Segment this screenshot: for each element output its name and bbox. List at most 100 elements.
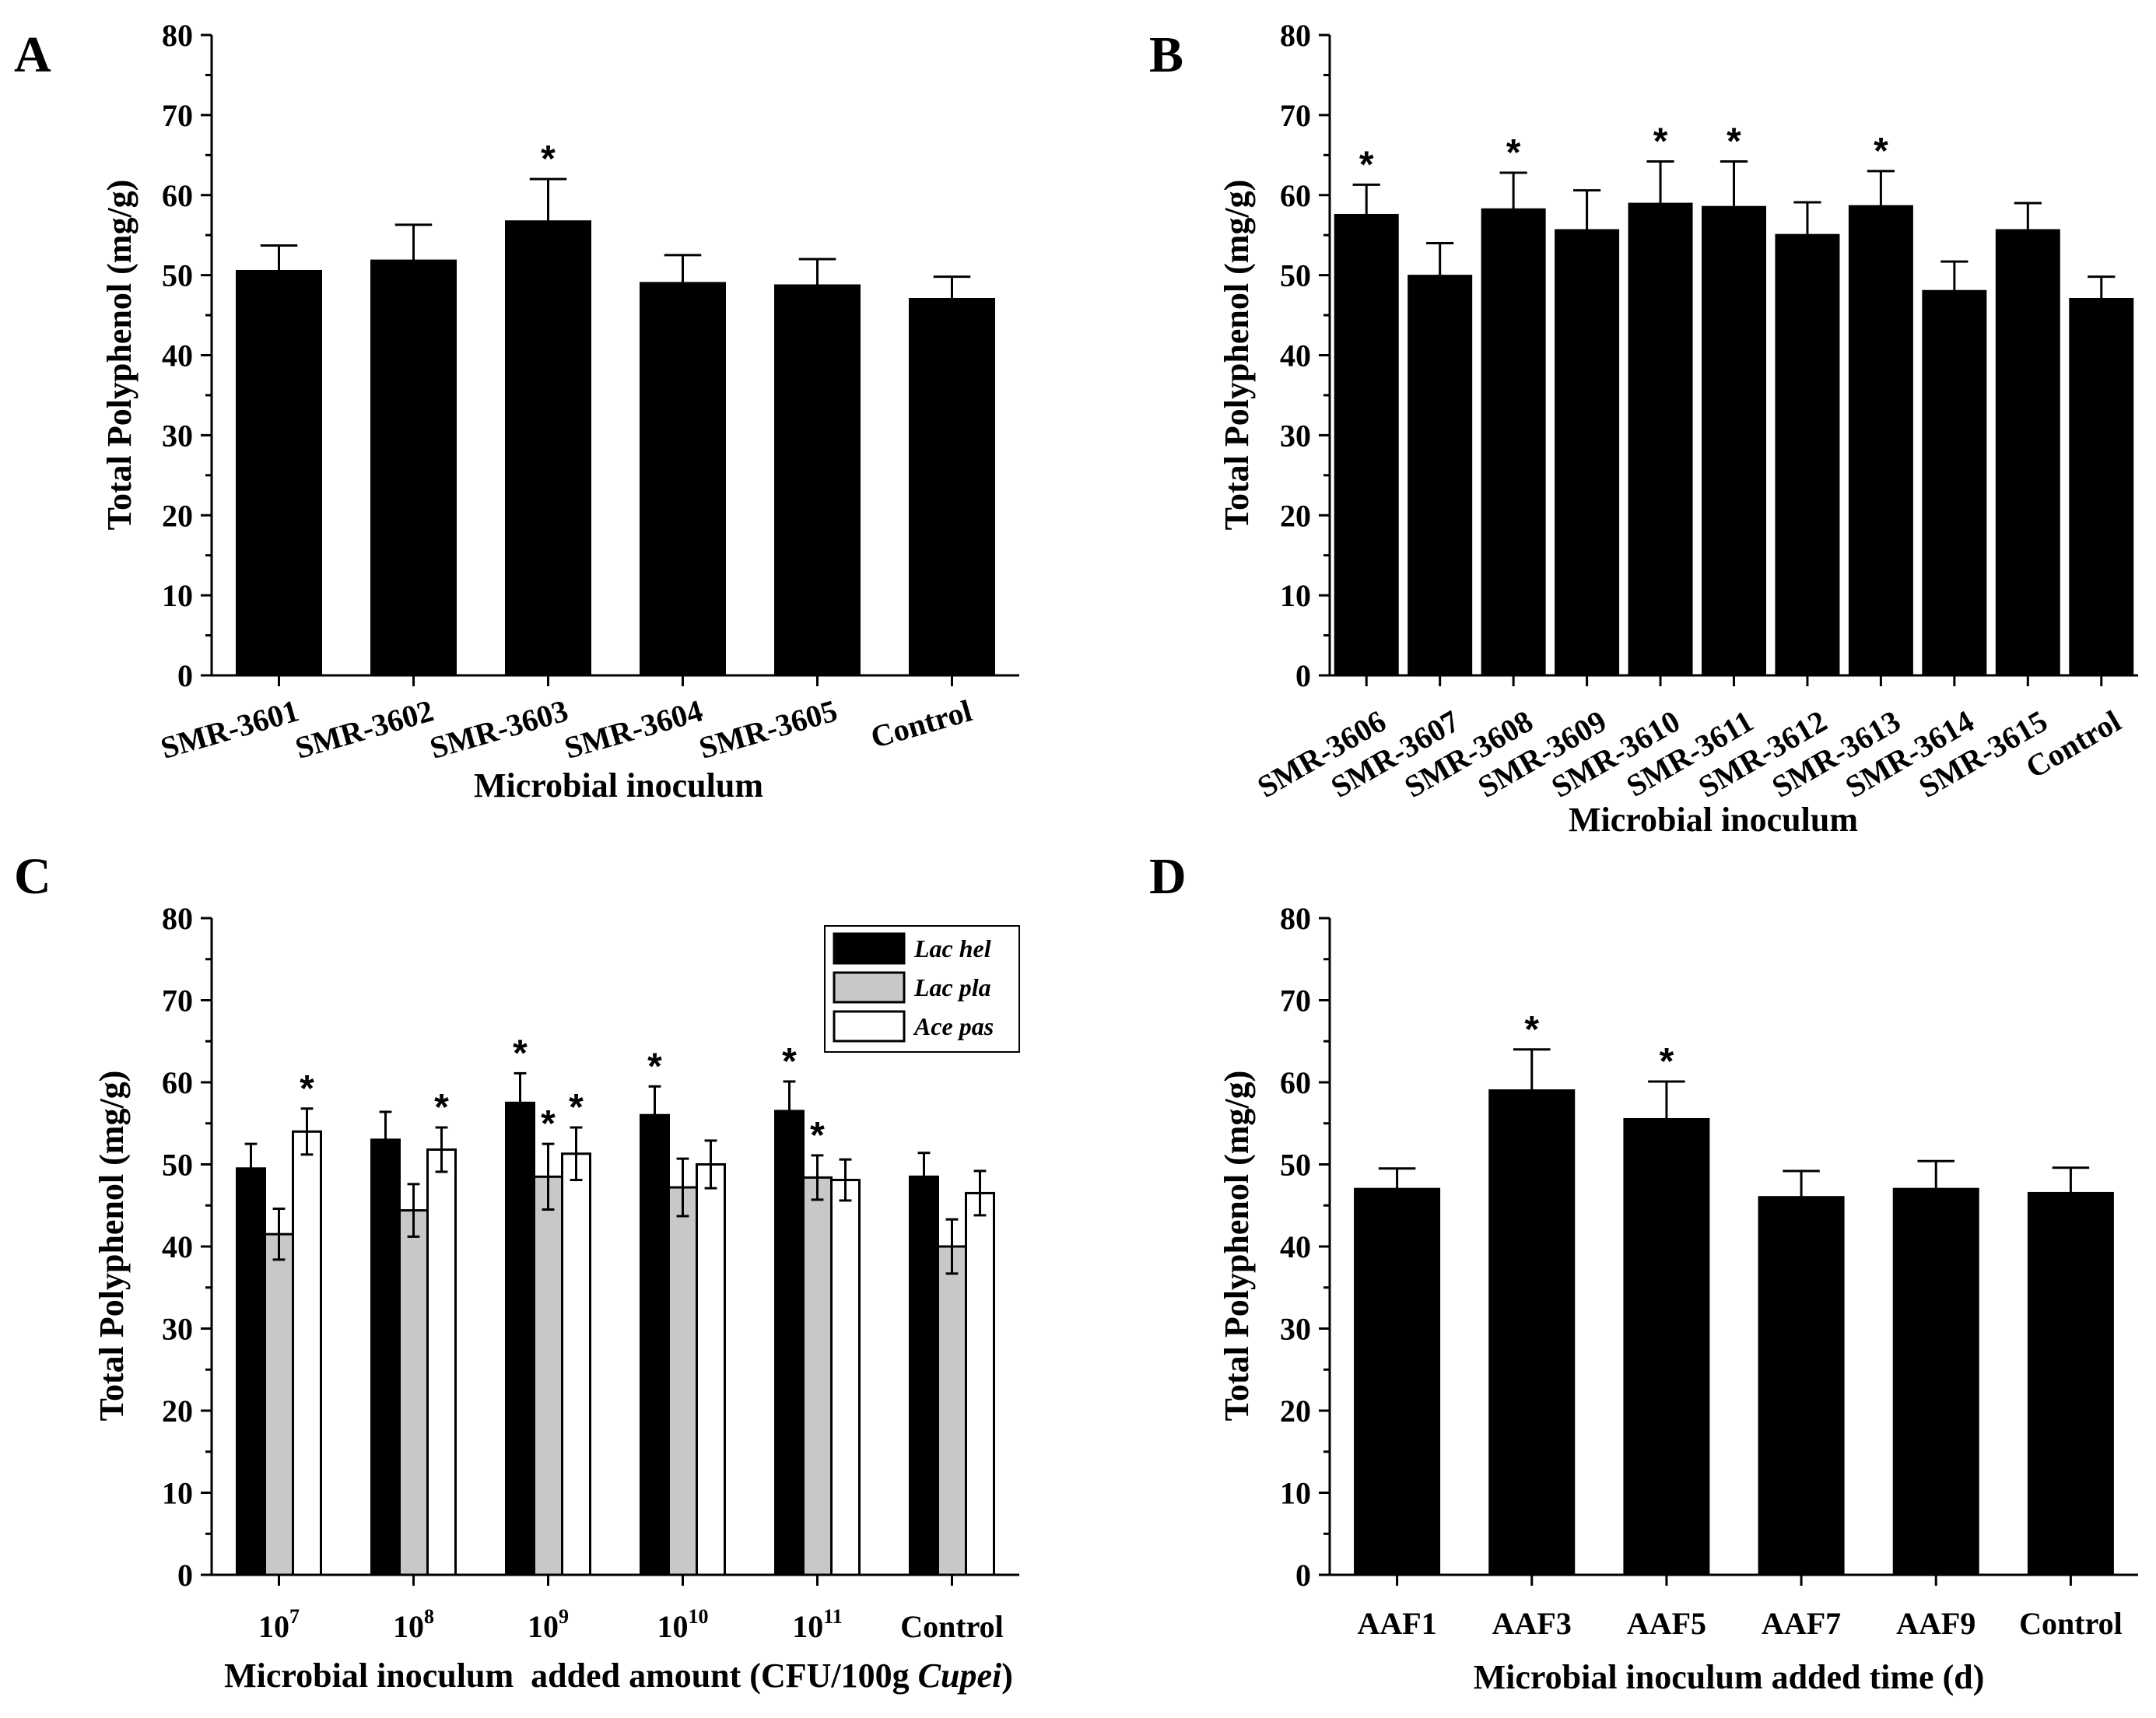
y-tick-label: 80 [1280, 901, 1311, 936]
y-tick-label: 70 [162, 98, 193, 133]
bar [236, 1167, 266, 1576]
y-tick-label: 40 [1280, 1229, 1311, 1264]
bar [264, 1232, 294, 1576]
bar [1758, 1196, 1845, 1576]
significance-mark: * [1524, 1009, 1539, 1050]
bar [909, 297, 995, 677]
y-tick-label: 70 [1280, 983, 1311, 1019]
x-tick-label: AAF3 [1492, 1606, 1572, 1641]
y-tick-label: 30 [1280, 418, 1311, 453]
legend-swatch [833, 1010, 906, 1043]
bar [1775, 233, 1840, 677]
bar [426, 1148, 457, 1576]
bar [1995, 229, 2060, 677]
bar [1892, 1187, 1979, 1576]
bar [909, 1175, 939, 1576]
y-tick-label: 60 [162, 1065, 193, 1100]
x-tick-exponent: 10 [689, 1605, 709, 1628]
panel-label: C [14, 848, 51, 905]
x-tick-label: Control [867, 692, 976, 755]
y-axis-title: Total Polyphenol (mg/g) [100, 180, 138, 531]
significance-mark: * [1653, 121, 1668, 163]
y-tick-label: 50 [1280, 258, 1311, 293]
x-tick-label: SMR-3603 [426, 692, 572, 765]
significance-mark: * [1874, 131, 1888, 172]
y-tick-label: 40 [162, 1229, 193, 1264]
y-tick-label: 40 [162, 338, 193, 373]
y-tick-label: 20 [162, 1394, 193, 1429]
significance-mark: * [1359, 144, 1374, 185]
y-tick-label: 60 [1280, 178, 1311, 213]
bar [1623, 1117, 1710, 1576]
x-axis-title-italic: Cupei [918, 1657, 1002, 1695]
x-tick-label: Control [900, 1609, 1004, 1644]
x-tick-exponent: 11 [823, 1605, 843, 1628]
bar [640, 1113, 670, 1576]
y-tick-label: 0 [177, 658, 193, 693]
x-tick-label: AAF1 [1357, 1606, 1436, 1641]
x-tick-base: 10 [657, 1609, 689, 1644]
bar [1354, 1187, 1441, 1576]
y-tick-label: 60 [1280, 1065, 1311, 1100]
x-tick-label: AAF7 [1762, 1606, 1841, 1641]
bar [1334, 213, 1399, 677]
bar [292, 1130, 322, 1576]
x-tick-label: SMR-3601 [156, 692, 303, 765]
y-tick-label: 50 [162, 258, 193, 293]
y-tick-label: 0 [177, 1558, 193, 1593]
panel-a: A01020304050607080*SMR-3601SMR-3602SMR-3… [14, 18, 1019, 805]
bar [774, 1110, 805, 1576]
bar [1488, 1089, 1576, 1576]
significance-mark: * [300, 1068, 314, 1110]
y-tick-label: 0 [1295, 1558, 1311, 1593]
y-tick-label: 30 [1280, 1312, 1311, 1347]
bar [370, 1138, 401, 1576]
y-tick-label: 60 [162, 178, 193, 213]
y-tick-label: 20 [162, 498, 193, 533]
y-tick-label: 50 [162, 1148, 193, 1183]
y-tick-label: 20 [1280, 498, 1311, 533]
x-axis-title: Microbial inoculum [1569, 801, 1858, 839]
bar [505, 1101, 535, 1576]
bar [696, 1163, 726, 1576]
x-tick-label: AAF5 [1627, 1606, 1706, 1641]
significance-mark: * [569, 1087, 584, 1128]
x-axis-title: Microbial inoculum added time (d) [1474, 1658, 1985, 1696]
bar [1628, 202, 1693, 677]
x-tick-base: 10 [792, 1609, 823, 1644]
x-tick-base: 10 [393, 1609, 424, 1644]
x-axis-title-text: Microbial inoculum added amount (CFU/100… [224, 1657, 917, 1695]
y-tick-label: 70 [162, 983, 193, 1019]
bar [1555, 229, 1620, 677]
bar [533, 1175, 563, 1576]
y-tick-label: 10 [162, 1476, 193, 1511]
bar [2069, 297, 2134, 677]
bar [1481, 208, 1546, 677]
bar [965, 1191, 995, 1576]
significance-mark: * [1660, 1041, 1674, 1082]
bar [668, 1186, 698, 1576]
y-tick-label: 0 [1295, 658, 1311, 693]
significance-mark: * [782, 1041, 797, 1082]
x-axis-title: Microbial inoculum added amount (CFU/100… [224, 1657, 1013, 1695]
x-tick-label: 107 [258, 1605, 300, 1644]
y-tick-label: 10 [1280, 1476, 1311, 1511]
bar [398, 1209, 429, 1576]
x-tick-label: SMR-3605 [695, 692, 841, 765]
bar [830, 1179, 861, 1576]
bar [640, 282, 726, 677]
x-tick-label: Control [2019, 1606, 2123, 1641]
x-tick-label: 1011 [792, 1605, 843, 1644]
legend-swatch [833, 971, 906, 1004]
y-tick-label: 30 [162, 418, 193, 453]
x-tick-label: SMR-3604 [560, 692, 706, 765]
x-axis-title: Microbial inoculum [474, 766, 763, 805]
y-tick-label: 20 [1280, 1394, 1311, 1429]
y-tick-label: 80 [1280, 18, 1311, 53]
y-tick-label: 30 [162, 1312, 193, 1347]
bar [2027, 1191, 2114, 1576]
y-tick-label: 80 [162, 901, 193, 936]
bar [1408, 275, 1473, 677]
bar [937, 1245, 967, 1576]
